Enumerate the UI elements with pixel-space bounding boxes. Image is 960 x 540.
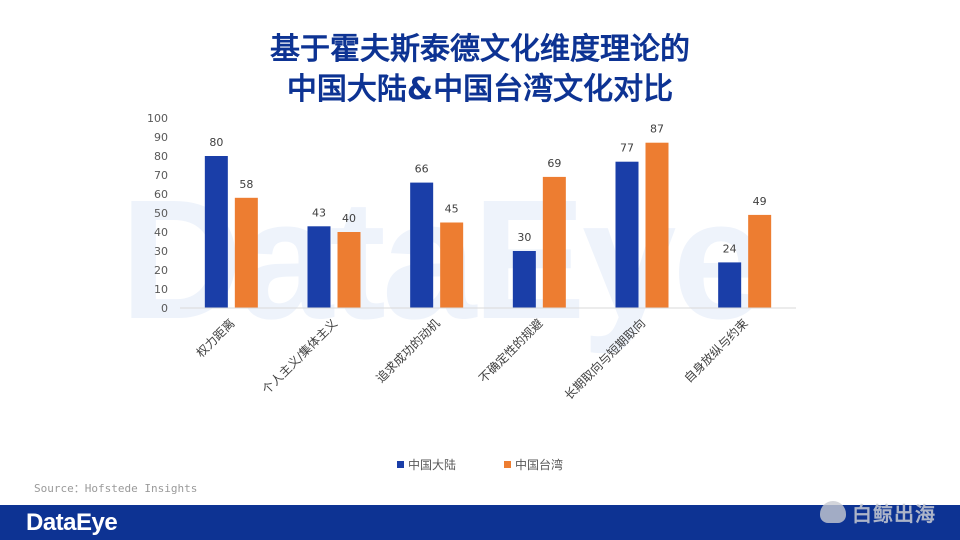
category-label: 不确定性的规避 [475, 316, 545, 386]
category-label: 个人主义/集体主义 [259, 316, 340, 397]
bar [748, 214, 772, 308]
legend-item-series-1: 中国大陆 [396, 456, 456, 473]
data-label: 45 [445, 203, 459, 216]
legend-swatch-series-1 [396, 461, 404, 468]
y-tick-label: 30 [154, 245, 168, 258]
data-label: 66 [415, 163, 429, 176]
bar [440, 222, 464, 308]
y-tick-label: 60 [154, 188, 168, 201]
footer-logo: DataEye [26, 509, 118, 536]
bar [234, 197, 258, 308]
y-tick-label: 70 [154, 169, 168, 182]
brand-corner-text: 白鲸出海 [852, 501, 936, 526]
y-axis: 0 10 20 30 40 50 60 70 80 90 100 [147, 112, 168, 315]
data-label: 80 [209, 136, 223, 149]
brand-watermark-corner: 白鲸出海 [820, 492, 940, 532]
data-label: 43 [312, 206, 326, 219]
bars-group: 80 58 43 40 66 45 30 69 77 87 24 49 [204, 123, 772, 308]
data-label: 58 [239, 178, 253, 191]
data-label: 40 [342, 212, 356, 225]
footer-bar: DataEye [0, 505, 960, 540]
x-axis: 权力距离 个人主义/集体主义 追求成功的动机 不确定性的规避 长期取向与短期取向 自身放纵… [180, 307, 796, 403]
bar [410, 182, 434, 308]
legend-item-series-2: 中国台湾 [504, 456, 563, 473]
category-label: 追求成功的动机 [373, 316, 443, 386]
bar [512, 251, 536, 308]
y-tick-label: 100 [147, 112, 168, 125]
whale-logo-icon [820, 501, 846, 523]
y-tick-label: 80 [154, 150, 168, 163]
page-title: 基于霍夫斯泰德文化维度理论的 中国大陆&中国台湾文化对比 [0, 30, 960, 110]
data-label: 24 [723, 242, 737, 255]
source-note: Source：Hofstede Insights [34, 482, 198, 495]
y-tick-label: 10 [154, 283, 168, 296]
bar [307, 226, 331, 308]
y-tick-label: 0 [161, 302, 168, 315]
legend-swatch-series-2 [504, 461, 511, 468]
data-label: 69 [547, 157, 561, 170]
legend-label-series-1: 中国大陆 [407, 458, 456, 472]
y-tick-label: 90 [154, 131, 168, 144]
bar [718, 262, 742, 308]
title-line-2: 中国大陆&中国台湾文化对比 [286, 72, 674, 107]
y-tick-label: 50 [154, 207, 168, 220]
bar [615, 161, 639, 308]
legend-label-series-2: 中国台湾 [515, 458, 564, 472]
category-label: 自身放纵与约束 [681, 316, 751, 386]
bar [645, 142, 669, 308]
category-label: 长期取向与短期取向 [561, 316, 648, 403]
category-label: 权力距离 [193, 316, 238, 361]
bar [337, 232, 361, 308]
y-tick-label: 40 [154, 226, 168, 239]
y-tick-label: 20 [154, 264, 168, 277]
data-label: 30 [517, 231, 531, 244]
chart-legend: 中国大陆 中国台湾 [0, 456, 960, 473]
data-label: 77 [620, 142, 634, 155]
title-line-1: 基于霍夫斯泰德文化维度理论的 [270, 32, 690, 67]
bar [542, 176, 566, 308]
data-label: 87 [650, 123, 664, 136]
bar [204, 156, 228, 308]
data-label: 49 [753, 195, 767, 208]
